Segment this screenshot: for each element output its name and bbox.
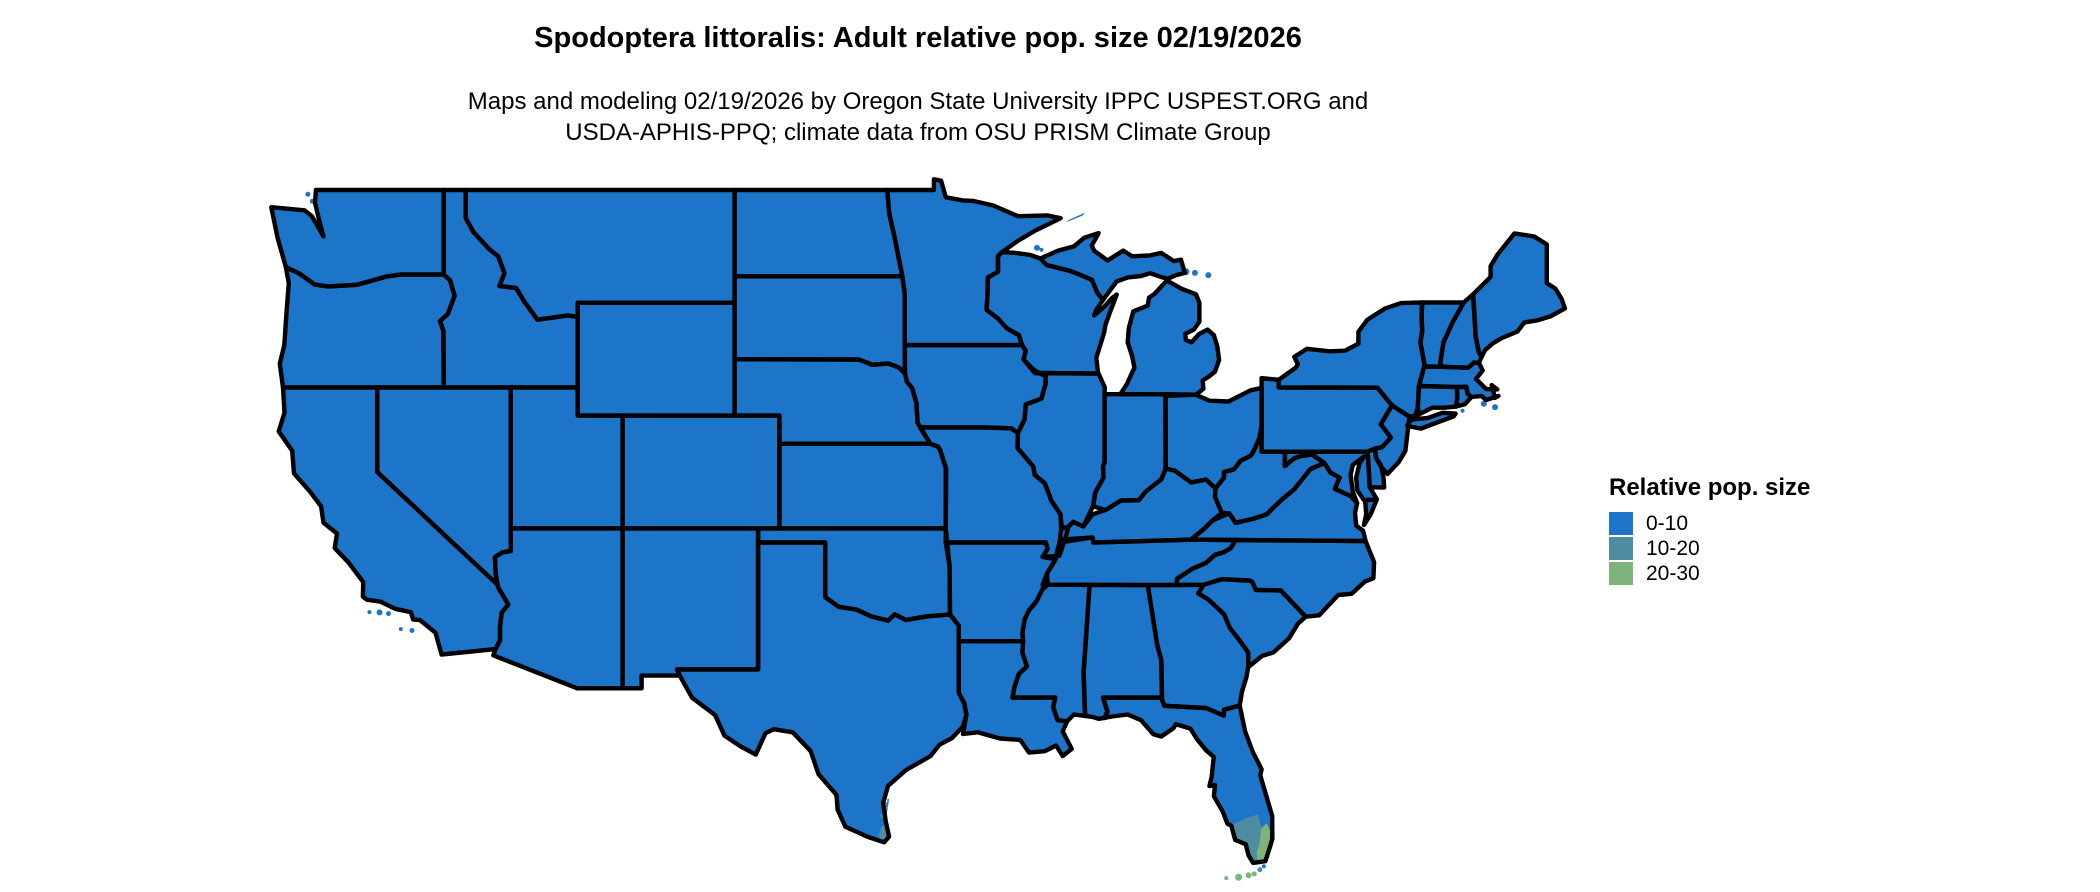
state-sd-fill	[734, 276, 905, 374]
legend-swatch-20-30	[1609, 562, 1633, 585]
state-mi_lp-border	[1118, 278, 1222, 397]
state-fl-fill	[1103, 697, 1273, 863]
state-de-fill	[1367, 448, 1385, 488]
state-pa-fill	[1261, 378, 1392, 452]
state-mi_up-fill	[1040, 233, 1185, 300]
state-wy-fill	[577, 302, 735, 416]
state-ct-fill	[1415, 386, 1458, 416]
state-mn-fill	[887, 179, 1061, 346]
state-mo-fill	[920, 427, 1068, 557]
state-ar-fill	[945, 542, 1056, 642]
legend-label: 20-30	[1646, 561, 1700, 585]
pop-dot-24	[1460, 408, 1465, 413]
state-ind-fill	[1093, 394, 1166, 511]
state-tx-border	[674, 540, 969, 845]
state-ia-fill	[904, 345, 1046, 434]
state-ca-fill	[278, 387, 509, 655]
legend-items: 0-10 10-20 20-30	[1609, 512, 1810, 585]
state-me-border	[1470, 231, 1568, 360]
state-nm-fill	[622, 528, 759, 689]
state-wv-fill	[1215, 425, 1325, 523]
legend-label: 10-20	[1646, 536, 1700, 560]
state-ma-fill	[1418, 362, 1499, 401]
legend-label: 0-10	[1646, 511, 1689, 535]
pop-dot-20	[1191, 269, 1198, 276]
pop-dot-21	[1205, 272, 1212, 279]
state-tn-fill	[1042, 537, 1236, 586]
state-az-fill	[493, 528, 623, 689]
state-wa-fill	[271, 190, 444, 287]
state-nc-border	[1174, 537, 1377, 619]
state-ok-fill	[758, 528, 950, 621]
subtitle-line-2: USDA-APHIS-PPQ; climate data from OSU PR…	[565, 119, 1271, 146]
state-me-fill	[1473, 233, 1565, 357]
pop-dot-12	[376, 609, 383, 616]
state-ny_li-border	[1404, 410, 1458, 431]
subtitle-line-1: Maps and modeling 02/19/2026 by Oregon S…	[467, 88, 1369, 115]
legend-title: Relative pop. size	[1609, 474, 1811, 501]
pop-dot-13	[385, 611, 391, 617]
state-ri-border	[1453, 384, 1474, 409]
map-legend: Relative pop. size 0-10 10-20 20-30	[1609, 474, 1810, 587]
pop-dot-15	[398, 627, 403, 632]
state-or-fill	[279, 267, 455, 388]
page-title: Spodoptera littoralis: Adult relative po…	[534, 22, 1302, 54]
state-ne-fill	[734, 359, 931, 444]
figure-subtitle: Maps and modeling 02/19/2026 by Oregon S…	[0, 86, 1836, 148]
state-nv-fill	[377, 387, 511, 585]
state-ny-fill	[1278, 302, 1425, 417]
pop-dot-6	[1224, 876, 1229, 881]
pop-dot-5	[1251, 871, 1257, 877]
state-ky-fill	[1059, 468, 1222, 543]
state-mi_up-border	[1038, 230, 1188, 303]
state-az-border	[491, 526, 625, 691]
legend-item-20-30: 20-30	[1609, 562, 1810, 585]
state-co-fill	[622, 415, 780, 529]
state-ms-fill	[1012, 584, 1090, 722]
pop-dot-8	[1261, 864, 1266, 869]
state-mt-fill	[465, 190, 735, 320]
state-il-fill	[1017, 373, 1105, 529]
pop-dot-7	[1257, 867, 1263, 873]
state-wi-fill	[986, 252, 1117, 374]
legend-swatch-0-10	[1609, 512, 1633, 535]
state-ny_li-fill	[1407, 412, 1456, 429]
pop-dot-18	[1039, 247, 1044, 252]
state-ms-border	[1010, 582, 1092, 724]
legend-item-10-20: 10-20	[1609, 537, 1810, 560]
legend-swatch-10-20	[1609, 537, 1633, 560]
pop-dot-4	[1245, 872, 1252, 879]
state-ut-fill	[510, 387, 623, 529]
pop-patch-0	[1229, 814, 1263, 862]
state-nh-fill	[1440, 294, 1482, 368]
state-nc-fill	[1176, 540, 1375, 617]
pop-dot-16	[367, 610, 372, 615]
legend-item-0-10: 0-10	[1609, 512, 1810, 535]
state-va_shore-border	[1361, 497, 1380, 528]
pop-dot-22	[1480, 400, 1487, 407]
island-0	[1066, 212, 1086, 223]
pop-dot-23	[1492, 404, 1499, 411]
pop-dot-9	[305, 191, 311, 197]
pop-dot-14	[409, 627, 415, 633]
state-fl-border	[1100, 695, 1275, 866]
state-ks-fill	[779, 443, 947, 529]
pop-dot-3	[1235, 873, 1243, 881]
state-ri-fill	[1455, 386, 1472, 407]
pop-dot-17	[1033, 244, 1040, 251]
state-al-fill	[1083, 584, 1162, 719]
state-nd-fill	[734, 190, 903, 277]
